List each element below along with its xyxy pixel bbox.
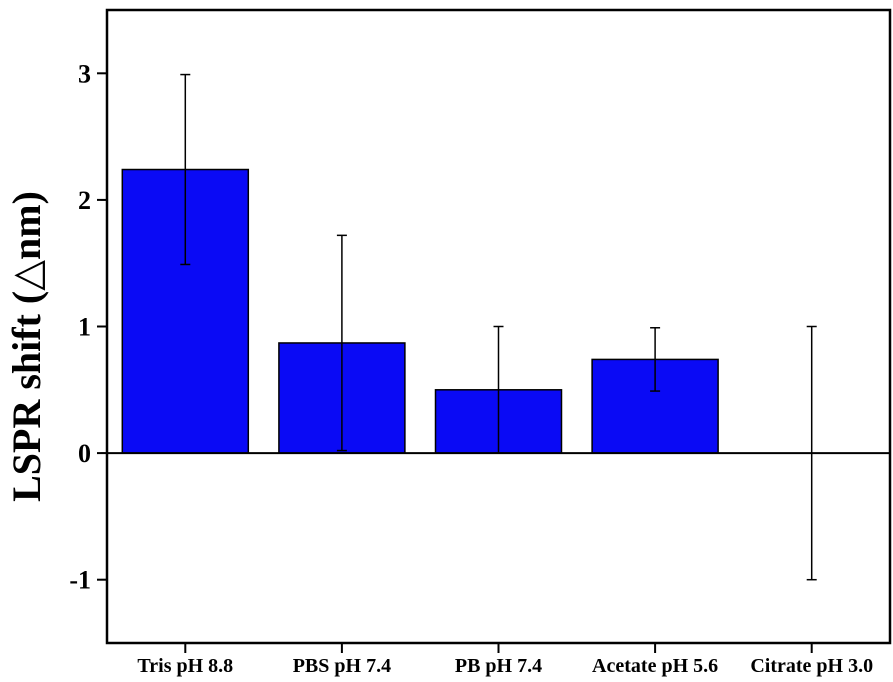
y-tick-label: -1 [69,566,91,595]
x-axis-ticks: Tris pH 8.8 PBS pH 7.4 PB pH 7.4 Acetate pH… [137,643,873,677]
bars-layer [121,168,719,454]
y-tick-label: 3 [78,59,91,88]
x-tick-label: Tris pH 8.8 [137,655,233,677]
y-axis-ticks: -1 0 1 2 3 [69,59,107,595]
y-tick-label: 0 [78,439,91,468]
x-tick-label: Acetate pH 5.6 [592,655,718,677]
error-bars-layer [180,73,817,581]
y-axis-title: LSPR shift (△nm) [4,191,49,502]
y-tick-label: 1 [78,313,91,342]
y-tick-label: 2 [78,186,91,215]
x-tick-label: Citrate pH 3.0 [750,655,873,677]
x-tick-label: PB pH 7.4 [455,655,542,677]
x-tick-label: PBS pH 7.4 [293,655,391,677]
